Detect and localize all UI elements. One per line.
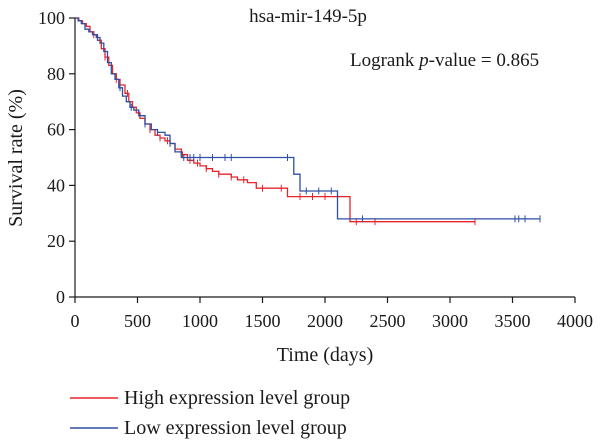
y-tick-label: 40 xyxy=(47,175,65,195)
y-tick-label: 0 xyxy=(56,287,65,307)
x-tick-label: 3500 xyxy=(495,311,531,331)
y-tick-label: 80 xyxy=(47,64,65,84)
logrank-suffix: -value = 0.865 xyxy=(429,50,539,71)
y-axis-label: Survival rate (%) xyxy=(5,89,27,227)
logrank-italic-p: p xyxy=(417,50,429,71)
chart-title: hsa-mir-149-5p xyxy=(249,6,367,27)
plot-lines xyxy=(75,17,541,226)
x-tick-label: 3000 xyxy=(432,311,468,331)
y-tick-label: 20 xyxy=(47,231,65,251)
x-axis-label: Time (days) xyxy=(277,344,373,366)
x-tick-label: 4000 xyxy=(557,311,593,331)
x-tick-label: 1000 xyxy=(182,311,218,331)
legend-label: Low expression level group xyxy=(124,417,347,439)
y-tick-label: 60 xyxy=(47,120,65,140)
x-tick-label: 2500 xyxy=(370,311,406,331)
x-tick-label: 500 xyxy=(124,311,151,331)
logrank-prefix: Logrank xyxy=(350,50,419,71)
series-line-low xyxy=(75,17,540,220)
x-ticks: 0 500 1000 1500 2000 2500 3000 3500 4000 xyxy=(71,297,593,331)
legend-label: High expression level group xyxy=(124,387,350,409)
legend: High expression level group Low expressio… xyxy=(70,387,350,439)
y-ticks: 0 20 40 60 80 100 xyxy=(38,8,75,307)
logrank-annotation: Logrank p-value = 0.865 xyxy=(350,50,539,71)
x-tick-label: 0 xyxy=(71,311,80,331)
y-tick-label: 100 xyxy=(38,8,65,28)
series-line-high xyxy=(75,17,475,223)
x-tick-label: 2000 xyxy=(307,311,343,331)
x-tick-label: 1500 xyxy=(245,311,281,331)
